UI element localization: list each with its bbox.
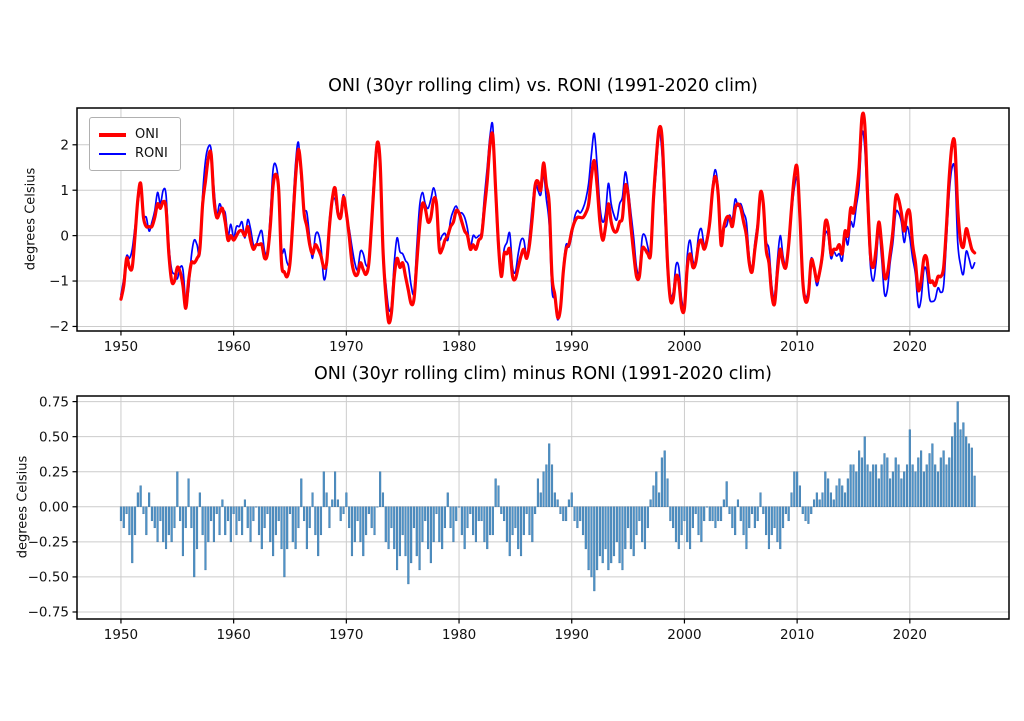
x-tick-label: 2010 [780,627,814,643]
oni-line-swatch [99,132,126,137]
x-tick-label: 2020 [893,339,927,355]
axis-ticks [72,401,911,624]
y-tick-label: 1 [60,183,69,199]
x-tick-label: 1970 [329,627,363,643]
x-tick-label: 1960 [216,339,250,355]
y-tick-label: 0.00 [39,499,69,515]
y-tick-label: −1 [49,274,69,290]
y-tick-label: −2 [49,319,69,335]
y-tick-label: −0.25 [28,535,69,551]
x-tick-label: 1950 [104,339,138,355]
x-tick-label: 1960 [216,627,250,643]
y-tick-label: 2 [60,137,69,153]
y-tick-label: 0.25 [39,464,69,480]
x-tick-label: 2010 [780,339,814,355]
x-tick-label: 1990 [555,339,589,355]
tick-labels: 1950 1960 1970 1980 1990 2000 2010 2020 −2 −1 0 1 2 [49,137,927,355]
top-y-axis-label: degrees Celsius [23,167,39,271]
x-tick-label: 1950 [104,627,138,643]
legend-entry-oni: ONI [99,125,168,144]
legend-entry-roni: RONI [99,144,168,163]
legend: ONI RONI [89,117,181,171]
bottom-y-axis-label: degrees Celsius [15,455,31,559]
axis-ticks [72,144,911,336]
x-tick-label: 2000 [667,339,701,355]
top-chart: 1950 1960 1970 1980 1990 2000 2010 2020 −2 −1 0 1 2 [49,107,1010,355]
tick-labels: 1950 1960 1970 1980 1990 2000 2010 2020 −0.75 −0.… [28,394,927,643]
y-tick-label: −0.50 [28,570,69,586]
bottom-chart-title: ONI (30yr rolling clim) minus RONI (1991… [314,364,772,384]
roni-line-swatch [99,152,126,155]
legend-label-oni: ONI [135,127,159,142]
y-tick-label: 0.50 [39,429,69,445]
x-tick-label: 1980 [442,339,476,355]
roni-line [120,121,976,321]
plot-border [76,107,1010,332]
x-tick-label: 2000 [667,627,701,643]
diff-bars [119,401,976,592]
bottom-chart: 1950 1960 1970 1980 1990 2000 2010 2020 −0.75 −0.… [28,394,1010,643]
plot-border [76,395,1010,620]
y-tick-label: −0.75 [28,605,69,621]
top-chart-title: ONI (30yr rolling clim) vs. RONI (1991-2… [328,76,758,96]
y-tick-label: 0 [60,228,69,244]
x-tick-label: 2020 [893,627,927,643]
x-tick-label: 1990 [555,627,589,643]
x-tick-label: 1970 [329,339,363,355]
legend-label-roni: RONI [135,146,168,161]
oni-line [119,111,977,325]
y-tick-label: 0.75 [39,394,69,410]
x-tick-label: 1980 [442,627,476,643]
